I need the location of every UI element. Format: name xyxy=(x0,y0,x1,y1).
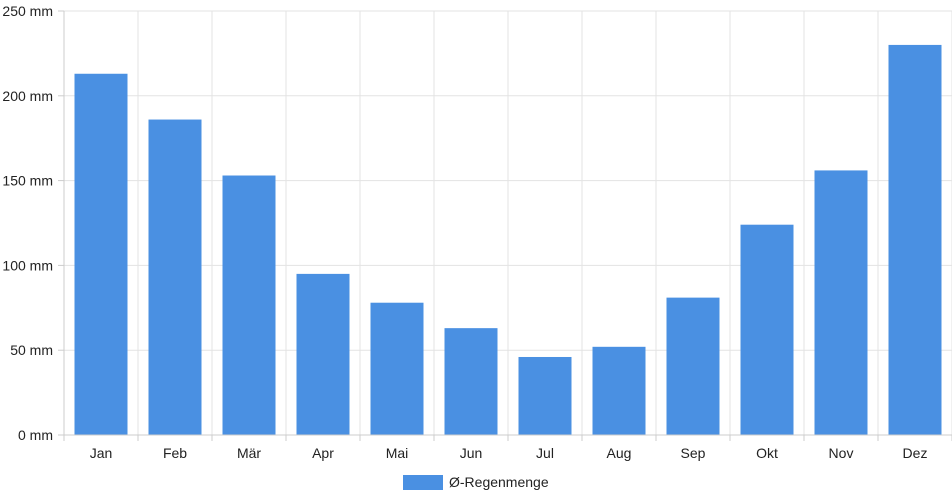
x-tick-label: Sep xyxy=(681,445,706,461)
bar-Sep xyxy=(666,297,720,435)
y-axis-ticks: 0 mm 50 mm 100 mm 150 mm 200 mm 250 mm xyxy=(2,3,64,443)
bar-Jan xyxy=(74,73,128,435)
bar-Aug xyxy=(592,346,646,435)
legend-label: Ø-Regenmenge xyxy=(449,474,549,490)
x-tick-label: Nov xyxy=(829,445,854,461)
legend: Ø-Regenmenge xyxy=(403,474,549,490)
y-tick-label: 0 mm xyxy=(18,427,53,443)
x-tick-label: Jul xyxy=(536,445,554,461)
x-tick-label: Aug xyxy=(607,445,632,461)
x-tick-label: Mär xyxy=(237,445,261,461)
axes xyxy=(58,11,952,441)
x-tick-label: Feb xyxy=(163,445,187,461)
bar-Feb xyxy=(148,119,202,435)
grid-lines xyxy=(64,10,952,435)
bar-Apr xyxy=(296,273,350,435)
x-tick-label: Dez xyxy=(903,445,928,461)
y-tick-label: 150 mm xyxy=(2,173,53,189)
x-axis-ticks: Jan Feb Mär Apr Mai Jun Jul Aug Sep Okt Nov Dez xyxy=(90,435,952,461)
x-tick-label: Okt xyxy=(756,445,778,461)
bar-series xyxy=(74,44,942,436)
y-tick-label: 200 mm xyxy=(2,88,53,104)
bar-Nov xyxy=(814,170,868,435)
bar-Jul xyxy=(518,356,572,435)
bar-Mär xyxy=(222,175,276,435)
y-tick-label: 250 mm xyxy=(2,3,53,19)
x-tick-label: Jan xyxy=(90,445,113,461)
x-tick-label: Apr xyxy=(312,445,334,461)
y-tick-label: 100 mm xyxy=(2,257,53,273)
bar-Jun xyxy=(444,328,498,435)
legend-swatch xyxy=(403,475,443,490)
y-tick-label: 50 mm xyxy=(10,342,53,358)
bar-Mai xyxy=(370,302,424,435)
bar-Okt xyxy=(740,224,794,435)
bar-Dez xyxy=(888,44,942,436)
x-tick-label: Jun xyxy=(460,445,483,461)
x-tick-label: Mai xyxy=(386,445,409,461)
